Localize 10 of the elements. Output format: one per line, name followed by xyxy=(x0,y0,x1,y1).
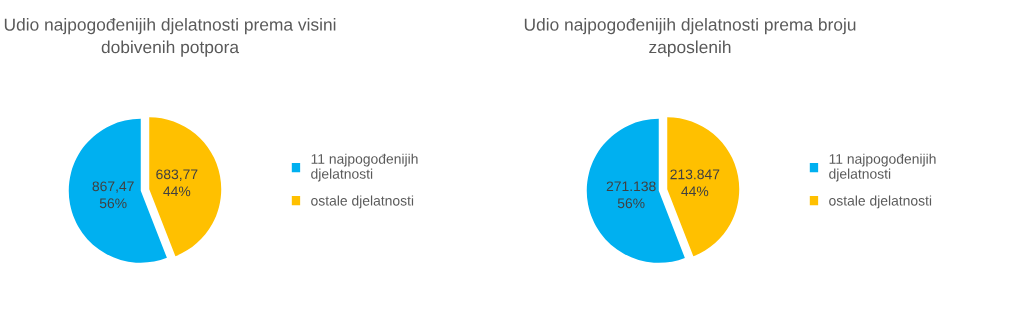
legend-label: 11 najpogođenijih djelatnosti xyxy=(829,153,936,182)
legend-label: ostale djelatnosti xyxy=(829,195,932,209)
data-label: 213.847 44% xyxy=(670,169,720,197)
data-label: 271.138 56% xyxy=(606,181,656,209)
chart-title: Udio najpogođenijih djelatnosti prema visini dobivenih potpora xyxy=(4,18,336,57)
data-label: 867,47 56% xyxy=(92,181,134,209)
legend-label: ostale djelatnosti xyxy=(311,195,414,209)
chart-title: Udio najpogođenijih djelatnosti prema broju zaposlenih xyxy=(524,18,856,57)
legend-label: 11 najpogođenijih djelatnosti xyxy=(311,153,418,182)
data-label: 683,77 44% xyxy=(156,169,198,197)
